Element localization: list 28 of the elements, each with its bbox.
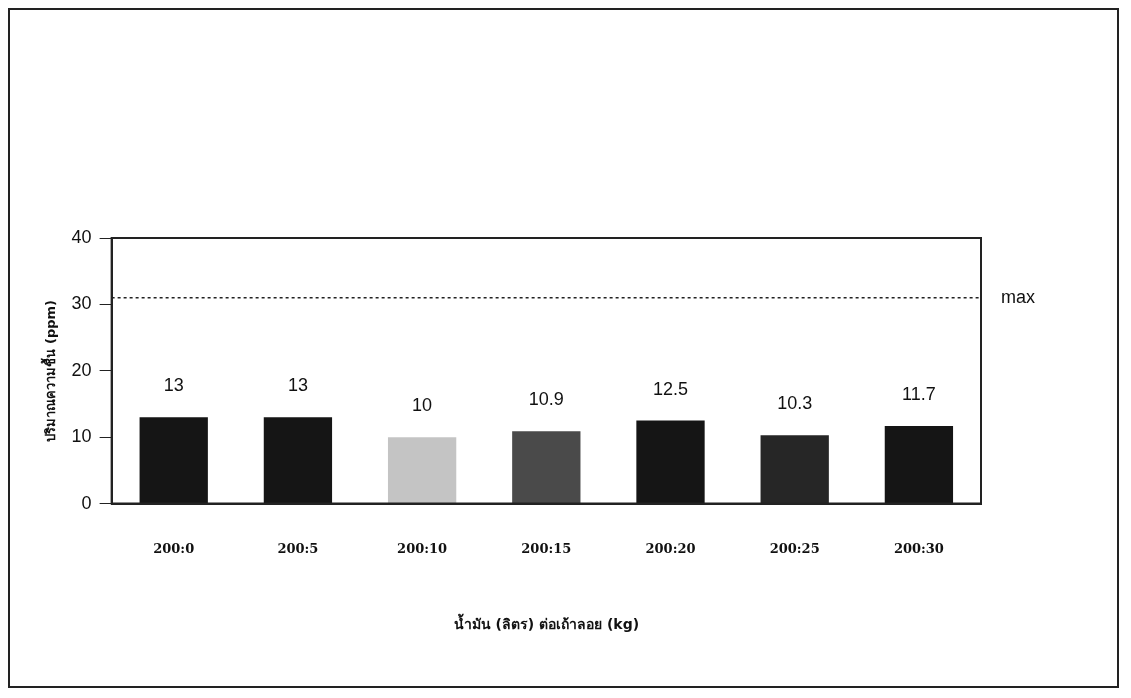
x-tick-label: 200:5 xyxy=(277,540,319,556)
bar xyxy=(139,417,208,504)
x-axis-title: น้ำมัน (ลิตร) ต่อเถ้าลอย (kg) xyxy=(453,613,640,633)
bar xyxy=(884,425,954,504)
data-label: 13 xyxy=(287,375,308,396)
bar xyxy=(636,420,705,504)
y-axis-title: ปริมาณความชื้น (ppm) xyxy=(40,300,59,442)
data-label: 10 xyxy=(412,395,433,416)
y-tick-label: 10 xyxy=(71,426,92,447)
data-label: 11.7 xyxy=(902,383,936,404)
data-label: 12.5 xyxy=(652,378,689,399)
y-tick-label: 0 xyxy=(81,492,92,513)
data-label: 10.3 xyxy=(777,393,813,414)
x-tick-label: 200:15 xyxy=(521,540,572,556)
bar xyxy=(263,417,333,504)
bar xyxy=(512,431,581,504)
x-tick-label: 200:30 xyxy=(893,540,944,556)
x-tick-label: 200:0 xyxy=(153,540,195,556)
data-label: 13 xyxy=(163,375,184,396)
ref-line-label: max xyxy=(1001,286,1036,307)
bar xyxy=(387,437,457,504)
x-tick-label: 200:10 xyxy=(397,540,448,556)
data-label: 10.9 xyxy=(528,389,564,410)
x-tick-label: 200:20 xyxy=(645,540,696,556)
y-tick-label: 40 xyxy=(71,226,92,247)
x-tick-label: 200:25 xyxy=(769,540,820,556)
y-tick-label: 30 xyxy=(71,293,92,314)
y-tick-label: 20 xyxy=(71,359,92,380)
